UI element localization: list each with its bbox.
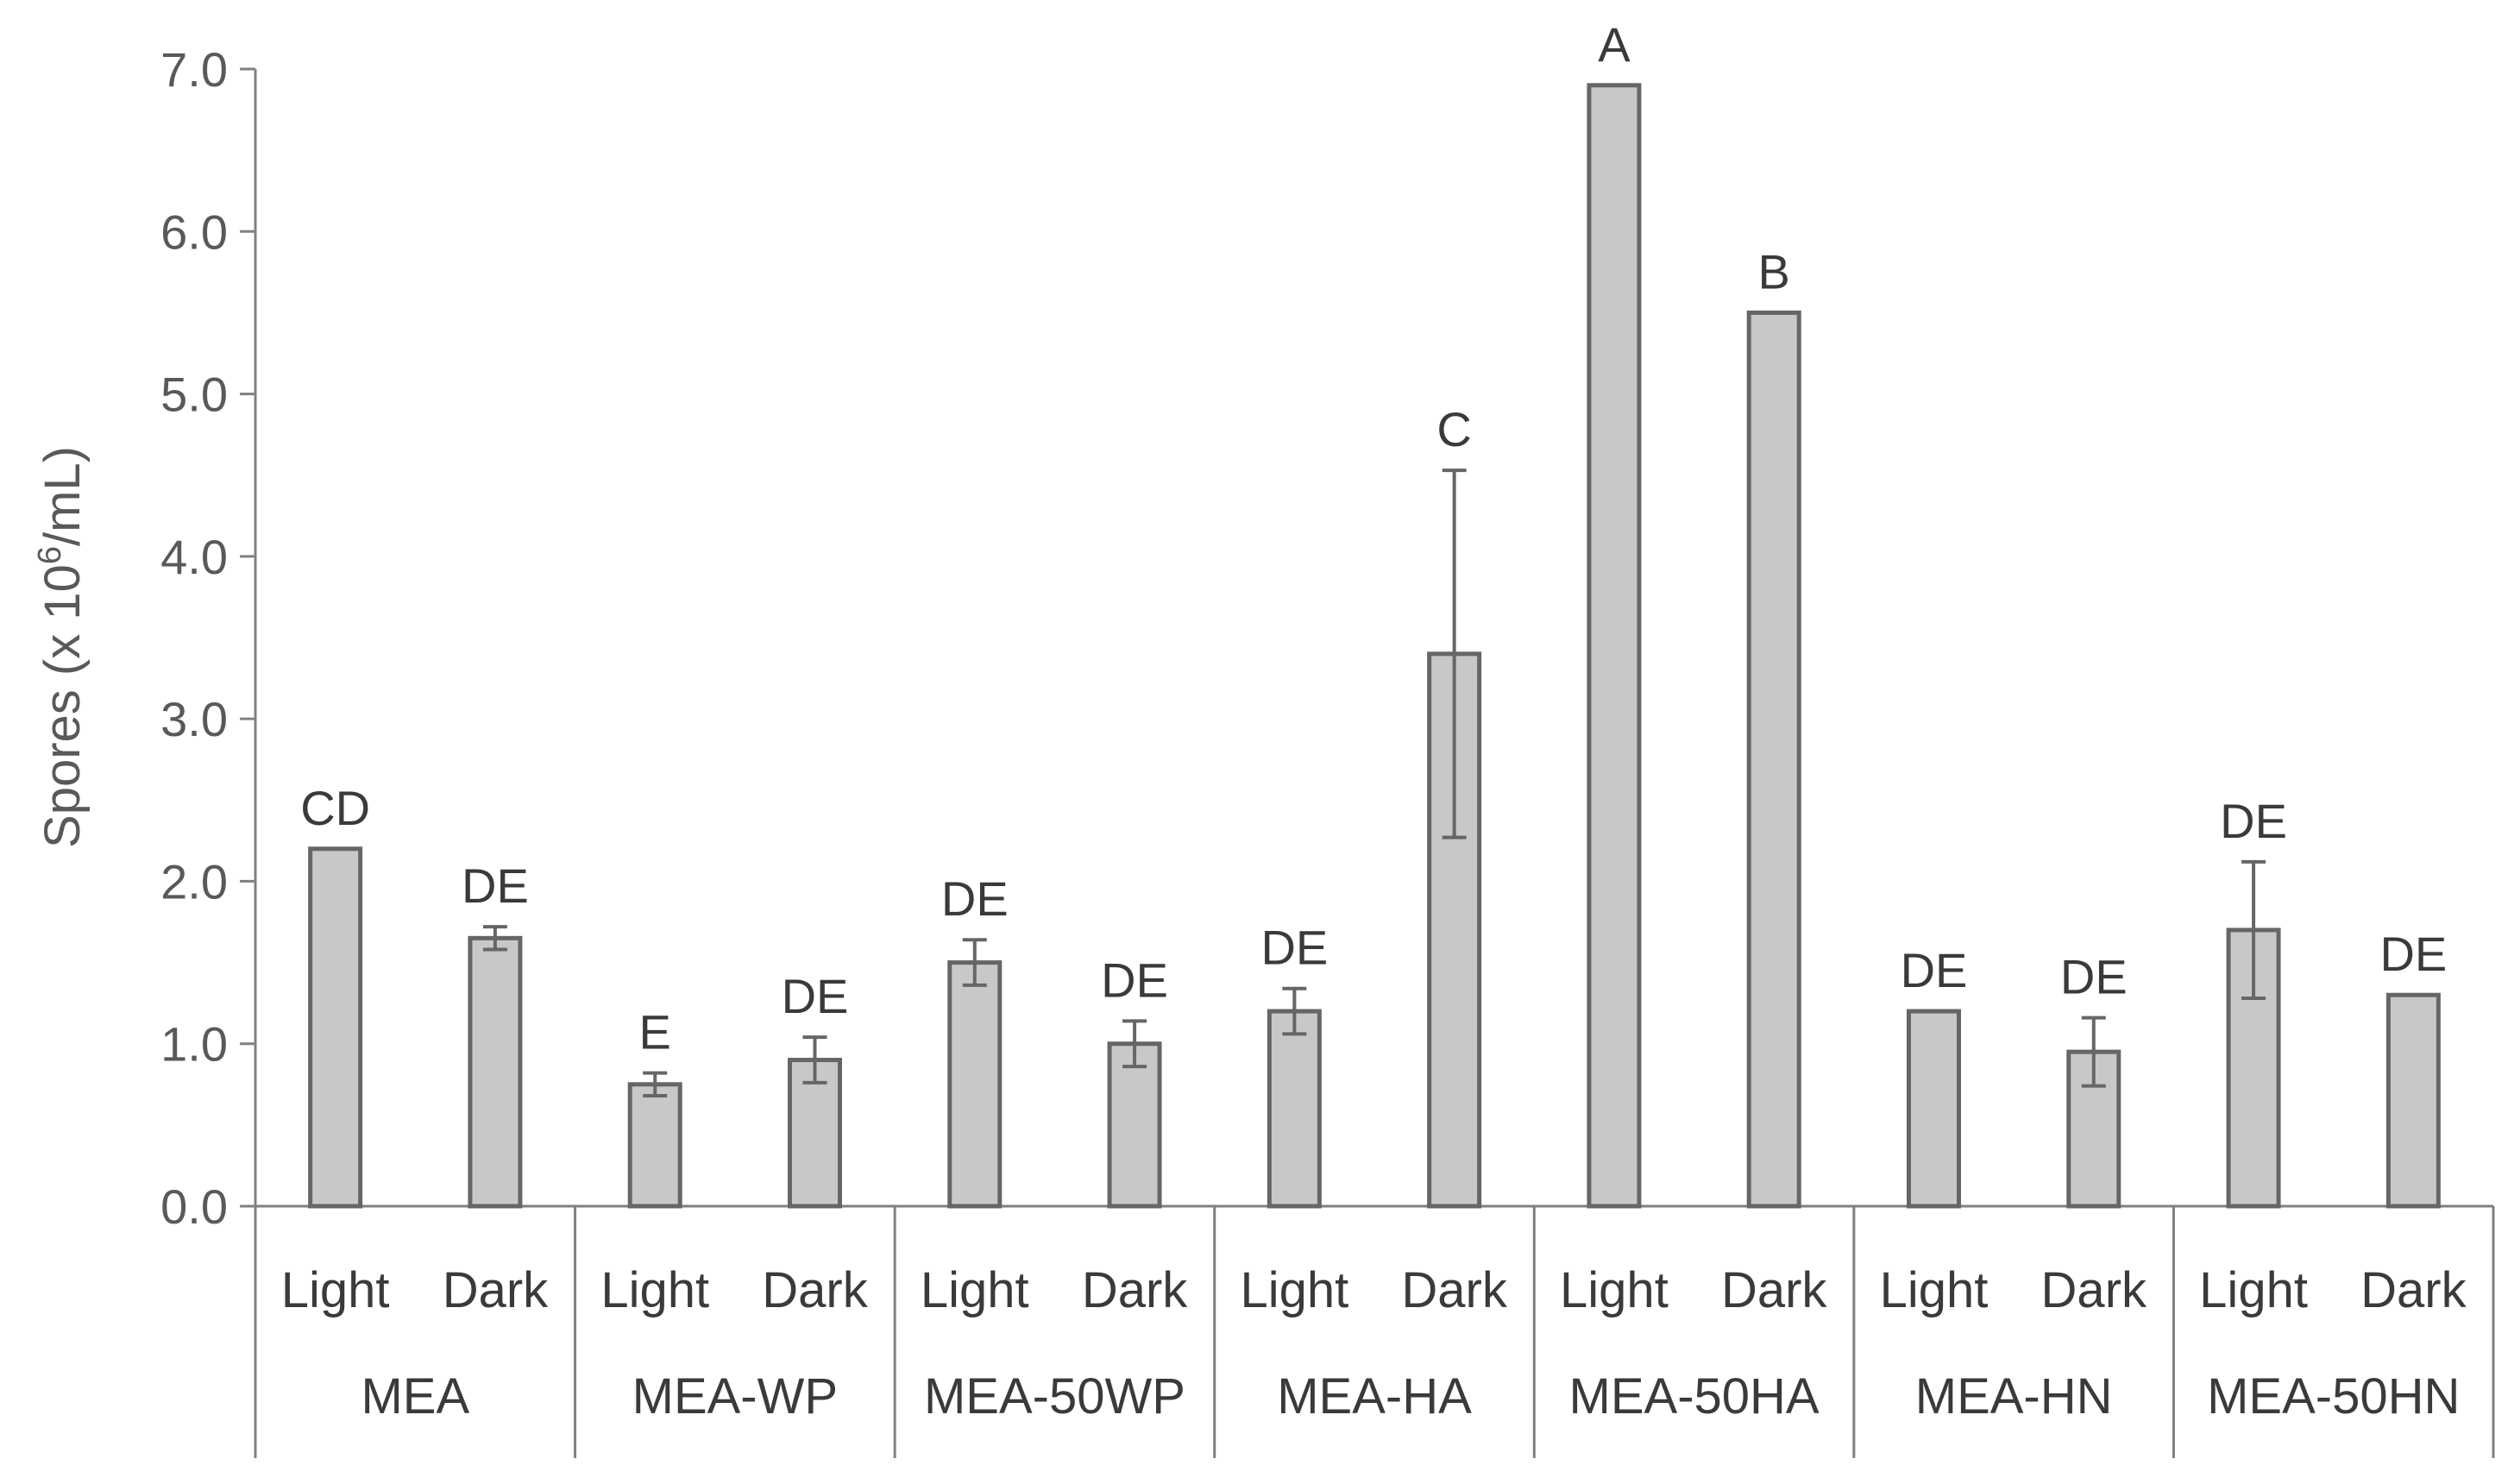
y-axis-title-suffix: /mL) [35,446,91,546]
bar [627,1082,682,1209]
significance-label: DE [2220,794,2287,848]
y-tick-label: 6.0 [160,204,228,259]
significance-labels: CD DE E DE DE DE DE C A B DE DE DE DE [300,17,2447,1060]
significance-label: DE [941,871,1009,926]
x-group-label: MEA-50WP [924,1368,1185,1424]
x-condition-label: Light [281,1262,390,1318]
x-group-label: MEA [361,1368,469,1424]
x-condition-label: Light [1240,1262,1348,1318]
bar [1907,1009,1961,1209]
x-group-label: MEA-50HA [1569,1368,1820,1424]
x-condition-label: Dark [1082,1262,1188,1318]
significance-label: E [639,1005,671,1060]
bar [1107,1041,1162,1209]
y-axis: 0.0 1.0 2.0 3.0 4.0 5.0 6.0 7.0 [160,42,257,1234]
bar [1267,1009,1322,1209]
x-condition-label: Dark [762,1262,868,1318]
x-axis: Light Dark MEA Light Dark MEA-WP Light Dark MEA-… [254,1204,2495,1458]
error-bars [482,468,2266,1097]
y-tick-label: 5.0 [160,368,228,422]
x-condition-label: Light [1560,1262,1669,1318]
x-condition-label: Dark [1401,1262,1507,1318]
x-group-label: MEA-HA [1277,1368,1472,1424]
significance-label: DE [1101,953,1168,1007]
x-group-label: MEA-WP [632,1368,838,1424]
x-condition-label: Light [1880,1262,1989,1318]
y-tick-label: 4.0 [160,530,228,584]
bar [2385,992,2441,1209]
x-condition-label: Dark [1721,1262,1827,1318]
significance-label: DE [2379,927,2447,981]
x-group-label: MEA-HN [1915,1368,2113,1424]
significance-label: C [1436,402,1471,456]
significance-label: B [1758,244,1790,299]
bar [947,960,1003,1209]
bar [1587,83,1642,1209]
x-group-label: MEA-50HN [2207,1368,2460,1424]
bar [1746,310,1801,1209]
significance-label: DE [1260,921,1328,975]
x-condition-label: Dark [443,1262,549,1318]
significance-label: DE [2060,950,2128,1004]
significance-label: A [1598,17,1631,72]
bar [308,846,363,1209]
y-tick-label: 3.0 [160,692,228,746]
significance-label: CD [300,781,370,835]
y-axis-title: Spores (x 106/mL) [32,446,91,848]
y-axis-title-superscript: 6 [32,546,68,564]
x-condition-label: Light [600,1262,709,1318]
significance-label: DE [462,858,529,913]
x-condition-label: Light [921,1262,1029,1318]
bar [468,935,523,1209]
significance-label: DE [782,969,849,1023]
y-axis-title-prefix: Spores (x 10 [35,564,91,848]
x-condition-label: Dark [2041,1262,2147,1318]
y-tick-label: 0.0 [160,1179,228,1234]
y-tick-label: 1.0 [160,1017,228,1072]
y-tick-label: 7.0 [160,42,228,97]
x-condition-label: Dark [2360,1262,2467,1318]
x-condition-label: Light [2199,1262,2308,1318]
significance-label: DE [1901,943,1968,997]
y-tick-label: 2.0 [160,854,228,909]
